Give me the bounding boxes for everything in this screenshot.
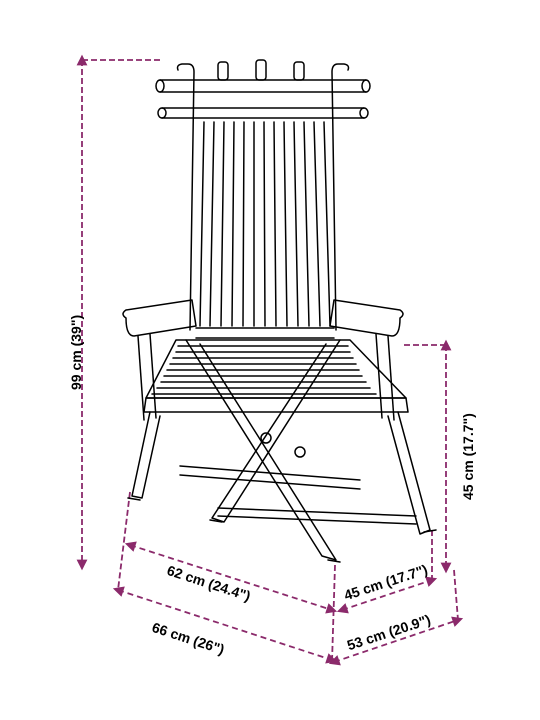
dim-line-depth-bottom [118,590,332,660]
label-seat-height: 45 cm (17.7") [460,413,476,500]
dim-ext-1 [118,492,130,590]
chair-drawing [123,60,436,562]
backrest-slats [200,122,330,326]
label-total-height: 99 cm (39") [68,315,84,390]
dim-ext-2 [332,565,335,662]
dim-ext-4 [454,570,458,620]
dim-line-depth-top [130,545,332,610]
seat-slats [152,346,376,394]
